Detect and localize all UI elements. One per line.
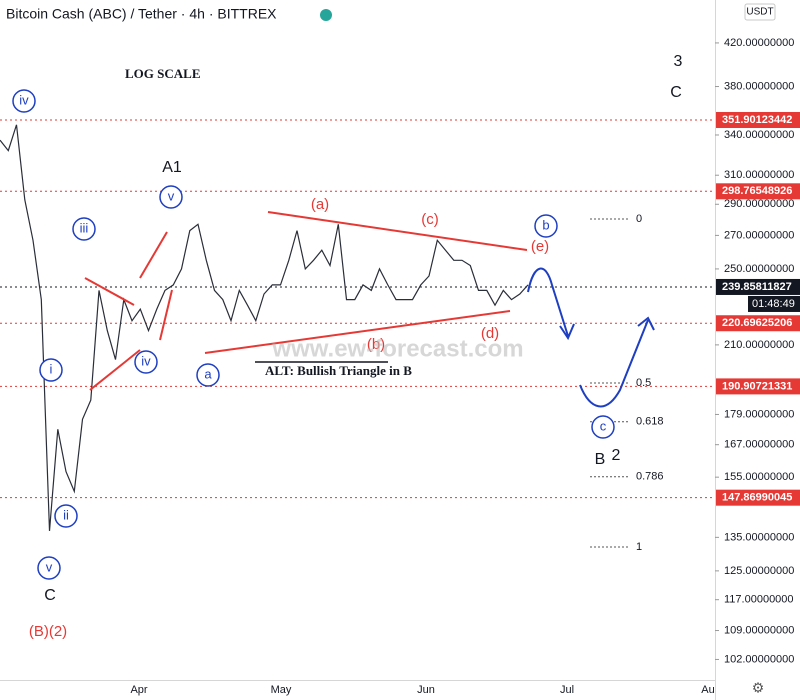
fib-label: 0.786 — [636, 471, 664, 483]
x-tick-label: Jun — [417, 684, 435, 696]
y-tick-label: 167.00000000 — [724, 439, 794, 451]
wave-label: a — [204, 366, 212, 381]
y-tick-label: 270.00000000 — [724, 229, 794, 241]
y-tick-label: 290.00000000 — [724, 198, 794, 210]
y-tick-label: 117.00000000 — [724, 594, 794, 606]
wave-label: i — [50, 361, 53, 376]
price-tag-label: 190.90721331 — [722, 380, 792, 392]
trend-line — [267, 211, 528, 251]
y-tick-label: 125.00000000 — [724, 565, 794, 577]
wave-label: iv — [19, 92, 29, 107]
wave-label: (c) — [421, 211, 439, 228]
projection-arrow — [527, 267, 569, 337]
x-tick-label: Apr — [130, 684, 147, 696]
wave-circle — [134, 350, 158, 374]
trend-line — [84, 277, 135, 306]
wave-label: C — [670, 84, 682, 101]
arrow-head — [637, 316, 655, 331]
wave-label: (e) — [531, 238, 549, 255]
y-tick-label: 310.00000000 — [724, 169, 794, 181]
wave-circle — [37, 556, 61, 580]
fib-label: 1 — [636, 541, 642, 553]
wave-circle — [591, 415, 615, 439]
trend-line — [204, 310, 511, 354]
price-tag-label: 147.86990045 — [722, 492, 792, 504]
wave-label: iii — [80, 220, 89, 235]
price-tag — [716, 489, 800, 506]
status-dot — [320, 9, 332, 21]
wave-label: (a) — [311, 196, 329, 213]
wave-label: (d) — [481, 325, 499, 342]
wave-circle — [196, 363, 220, 387]
price-tag-label: 239.85811827 — [722, 281, 792, 293]
x-tick-label: Jul — [560, 684, 574, 696]
price-tag — [716, 378, 800, 395]
wave-label: iv — [141, 353, 151, 368]
wave-label: 3 — [674, 53, 683, 70]
wave-circle — [54, 504, 78, 528]
price-tag — [716, 315, 800, 332]
note: ALT: Bullish Triangle in B — [265, 363, 412, 378]
wave-circle — [72, 217, 96, 241]
trend-line — [89, 349, 141, 391]
price-tag-label: 220.69625206 — [722, 317, 792, 329]
arrow-head — [559, 323, 575, 341]
projection-arrow — [579, 319, 649, 408]
trend-line — [159, 289, 173, 341]
wave-label: c — [600, 418, 607, 433]
wave-label: v — [46, 559, 53, 574]
wave-label: 2 — [612, 447, 621, 464]
y-tick-label: 179.00000000 — [724, 408, 794, 420]
wave-label: b — [542, 217, 549, 232]
wave-circle — [39, 358, 63, 382]
note: LOG SCALE — [125, 66, 201, 81]
symbol-title: Bitcoin Cash (ABC) / Tether · 4h · BITTR… — [6, 6, 277, 22]
trend-line — [139, 231, 168, 279]
y-tick-label: 109.00000000 — [724, 624, 794, 636]
price-tag — [716, 111, 800, 128]
y-tick-label: 420.00000000 — [724, 37, 794, 49]
wave-label: C — [44, 587, 56, 604]
price-tag — [716, 278, 800, 295]
wave-circle — [12, 89, 36, 113]
y-tick-label: 155.00000000 — [724, 471, 794, 483]
wave-circle — [159, 185, 183, 209]
price-tag — [716, 183, 800, 200]
y-tick-label: 340.00000000 — [724, 129, 794, 141]
currency: USDT — [746, 7, 773, 18]
countdown-tag — [748, 295, 800, 312]
fib-label: 0 — [636, 213, 642, 225]
y-tick-label: 210.00000000 — [724, 339, 794, 351]
y-tick-label: 135.00000000 — [724, 531, 794, 543]
y-tick-label: 250.00000000 — [724, 263, 794, 275]
settings-icon[interactable]: ⚙ — [752, 680, 765, 696]
wave-label: B — [595, 451, 606, 468]
fib-label: 0.618 — [636, 416, 664, 428]
countdown: 01:48:49 — [752, 298, 795, 310]
wave-label: (B)(2) — [29, 623, 67, 640]
wave-label: ii — [63, 507, 69, 522]
y-tick-label: 102.00000000 — [724, 653, 794, 665]
price-tag-label: 351.90123442 — [722, 114, 792, 126]
x-tick-label: May — [271, 684, 292, 696]
wave-label: v — [168, 188, 175, 203]
wave-label: (b) — [367, 336, 385, 353]
fib-label: 0.5 — [636, 377, 651, 389]
price-tag-label: 298.76548926 — [722, 185, 792, 197]
price-line — [0, 124, 529, 531]
y-tick-label: 380.00000000 — [724, 80, 794, 92]
wave-circle — [534, 214, 558, 238]
currency-box — [744, 3, 776, 21]
x-tick-label: Au — [701, 684, 714, 696]
wave-label: A1 — [162, 159, 182, 176]
watermark: www.ew-forecast.com — [271, 335, 523, 362]
